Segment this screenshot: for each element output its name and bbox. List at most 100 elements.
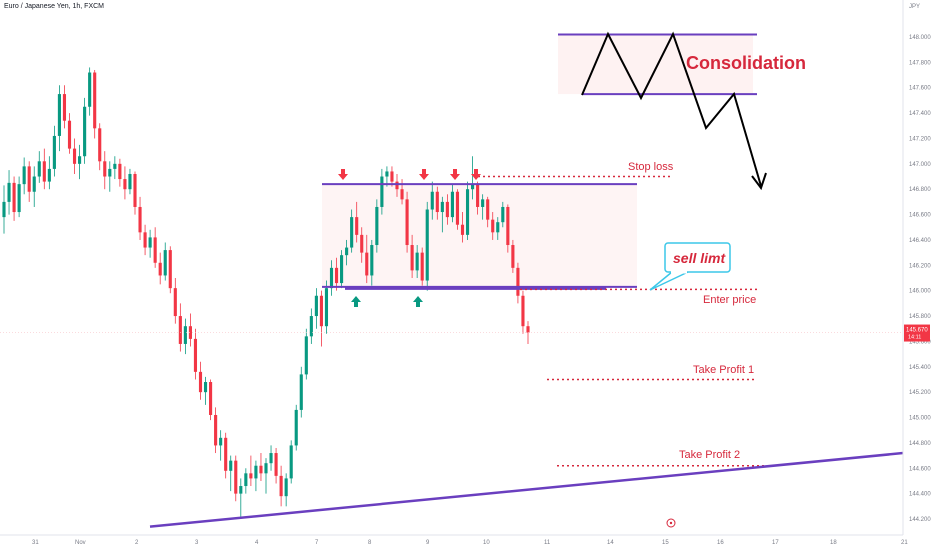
y-tick-label: 147.400 [909,111,931,117]
candle-body [249,473,253,479]
candle-body [299,374,303,410]
event-marker-dot [669,521,673,525]
candle-body [334,267,339,284]
y-tick-label: 145.800 [909,314,931,320]
y-tick-label: 145.200 [909,390,931,396]
candle-body [360,234,364,253]
candle-body [17,184,21,213]
candle-body [219,437,223,446]
y-tick-label: 147.600 [909,86,931,92]
sell-limit-callout [664,242,731,273]
stop-loss-label: Stop loss [628,161,674,173]
candle-body [435,191,439,213]
x-tick-label: 14 [607,540,614,546]
candle-body [410,245,414,271]
candle-body [118,163,122,180]
candle-body [7,182,11,202]
price-tag-countdown: 14:11 [908,335,921,341]
candle-body [22,166,26,185]
candle-body [476,184,480,207]
candle-body [123,179,127,190]
candle-body [193,338,198,372]
candle-body [209,382,213,415]
candle-body [289,445,293,479]
candle-body [526,326,530,333]
y-tick-label: 146.200 [909,263,931,269]
candle-body [2,201,6,218]
candle-body [294,409,298,446]
candle-body [355,217,359,235]
candle-body [224,437,228,471]
x-tick-label: 4 [255,540,259,546]
y-tick-label: 146.800 [909,187,931,193]
x-tick-label: 3 [195,540,199,546]
candle-body [274,453,278,476]
up-arrow-icon [351,296,361,307]
price-axis[interactable]: 148.000 147.800 147.600 147.400 147.200 147.0… [0,0,931,535]
zones-layer [322,34,753,287]
candles-layer [2,67,530,519]
candle-body [254,465,258,479]
candle-body [450,191,454,218]
candle-body [264,463,268,474]
candle-body [83,106,87,157]
candle-body [314,295,318,317]
candle-body [284,478,288,497]
candle-body [329,267,334,289]
take-profit-1-label: Take Profit 1 [693,364,754,376]
y-tick-label: 146.600 [909,213,931,219]
down-arrow-icon [419,169,429,180]
candle-body [405,199,409,246]
x-tick-label: 16 [717,540,724,546]
x-tick-label: 10 [483,540,490,546]
candle-body [128,173,132,190]
candle-body [108,168,112,177]
zigzag-arrowhead [751,172,767,191]
consolidation-label: Consolidation [686,53,806,73]
symbol-title: Euro / Japanese Yen, 1h, FXCM [4,3,105,10]
candle-body [380,176,384,207]
y-tick-label: 145.600 [909,339,931,345]
candle-body [415,252,419,271]
candle-body [481,199,485,207]
candle-body [98,128,102,162]
x-tick-label: 15 [662,540,669,546]
sell-limit-callout-tail [649,271,689,291]
candle-body [153,237,157,263]
candle-body [62,94,67,121]
x-tick-label: 7 [315,540,319,546]
candle-body [465,189,470,235]
take-profit-2-label: Take Profit 2 [679,449,740,461]
candle-body [460,224,465,235]
candle-body [390,171,394,182]
candle-body [163,250,167,276]
candle-body [430,191,434,210]
zigzag-path [581,31,762,187]
time-axis[interactable]: 31 Nov 2 3 4 7 8 9 10 11 14 15 16 17 18 21 [0,534,908,546]
x-tick-label: Nov [75,540,86,546]
candle-body [491,219,495,233]
enter-price-label: Enter price [703,294,756,306]
candle-body [506,206,510,246]
candle-body [496,222,500,233]
price-tag [904,324,930,342]
candle-body [67,120,72,149]
candle-body [400,189,404,200]
up-arrow-icon [413,296,423,307]
currency-label: JPY [908,4,920,10]
y-tick-label: 144.600 [909,466,931,472]
candle-body [113,163,117,169]
candle-body [269,453,273,464]
candle-body [88,72,92,107]
y-tick-label: 145.000 [909,416,931,422]
candle-body [229,460,233,471]
candle-body [72,148,77,164]
y-tick-label: 145.400 [909,365,931,371]
candle-body [385,171,389,177]
down-arrow-icon [471,169,481,180]
x-tick-label: 21 [901,540,908,546]
candle-body [365,252,369,276]
candle-body [350,217,354,248]
candle-body [345,247,349,256]
